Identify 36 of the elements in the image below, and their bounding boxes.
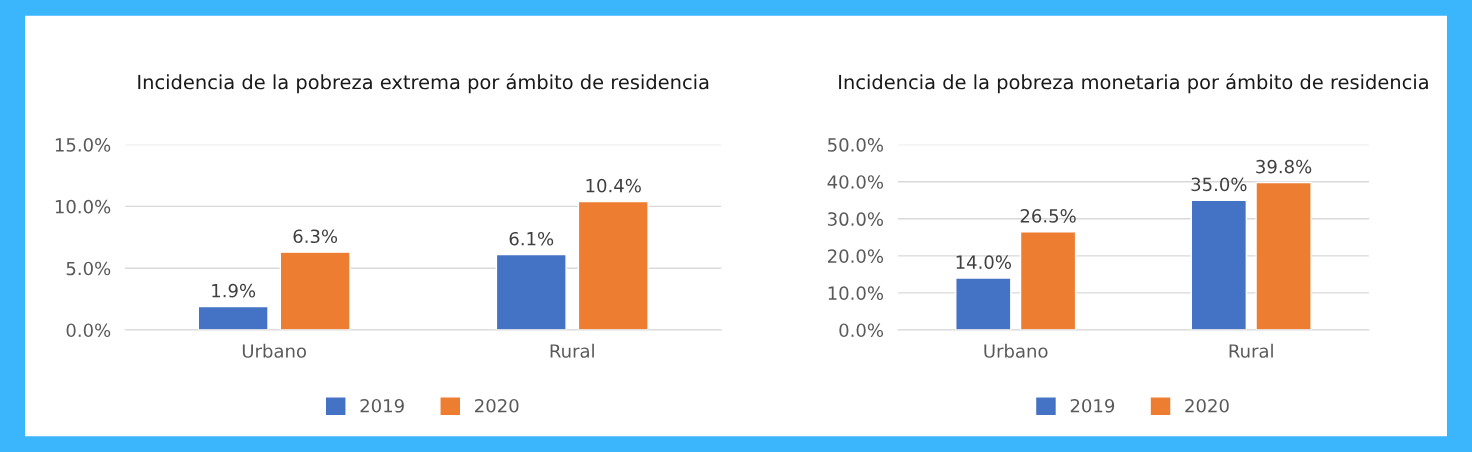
data-label: 26.5% [1020,209,1076,223]
x-tick-label: Urbano [242,343,306,358]
data-label: 35.0% [1191,177,1247,192]
legend-label: 2019 [360,398,404,413]
y-tick-label: 15.0% [55,138,111,152]
data-label: 1.9% [212,283,256,298]
y-tick-label: 10.0% [55,199,111,214]
y-tick-label: 5.0% [66,261,111,276]
data-label: 6.1% [509,231,554,246]
chart-title: Incidencia de la pobreza extrema por ámbito de residencia [138,73,709,94]
y-tick-label: 0.0% [66,323,111,338]
bar [1255,181,1312,330]
x-tick-label: Urbano [984,343,1048,358]
x-tick-label: Rural [550,343,594,358]
data-label: 39.8% [1256,159,1312,174]
bar [955,277,1012,330]
data-label: 14.0% [956,255,1011,270]
legend-label: 2020 [475,398,519,413]
legend-label: 2020 [1185,398,1229,413]
y-tick-label: 20.0% [828,249,884,263]
legend-label: 2019 [1070,398,1115,413]
data-label: 10.4% [586,178,641,193]
data-label: 6.3% [293,229,338,244]
bar [495,253,567,330]
x-tick-label: Rural [1229,343,1273,358]
chart-title: Incidencia de la pobreza monetaria por ámbito de residencia [839,73,1428,94]
bar [197,305,269,330]
y-tick-label: 50.0% [828,138,884,152]
bar [577,200,649,330]
bar [1019,231,1077,330]
y-tick-label: 30.0% [828,212,884,226]
y-tick-label: 40.0% [827,175,884,189]
y-tick-label: 0.0% [839,323,884,338]
bar [1190,199,1248,330]
y-tick-label: 10.0% [828,286,884,301]
bar [279,251,351,330]
